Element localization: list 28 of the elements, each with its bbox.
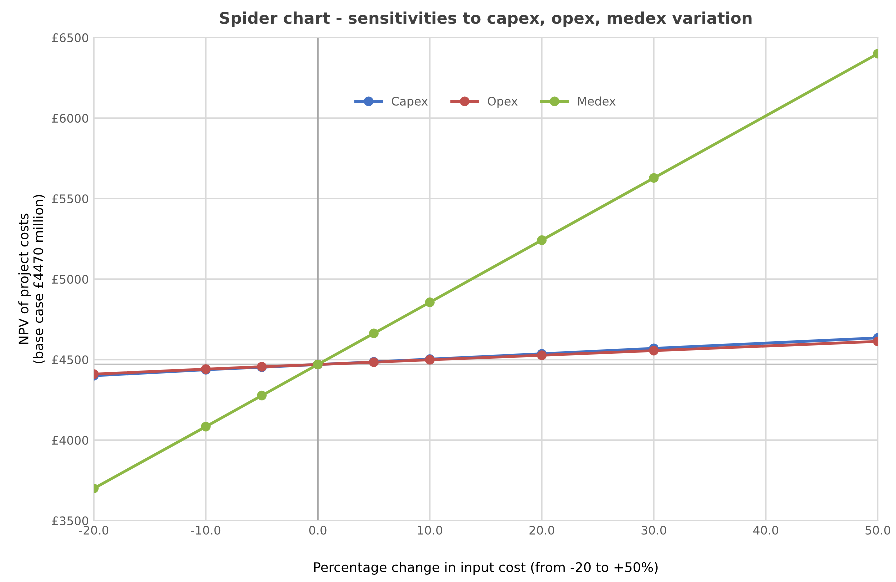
legend-label: Capex <box>392 96 428 108</box>
x-tick-label: -10.0 <box>191 526 221 535</box>
x-tick-label: 30.0 <box>642 526 666 535</box>
point <box>425 298 435 308</box>
point <box>201 422 211 432</box>
x-tick-label: -20.0 <box>79 526 109 535</box>
point <box>649 173 659 184</box>
x-tick-label: 20.0 <box>530 526 554 535</box>
x-tick-label: 10.0 <box>418 526 442 535</box>
y-tick-label: £5000 <box>52 275 88 284</box>
legend-label: Medex <box>578 96 616 106</box>
legend-label: Opex <box>488 96 518 108</box>
x-tick-label: 40.0 <box>754 526 778 535</box>
point <box>537 236 547 246</box>
point <box>649 346 659 356</box>
x-axis-title: Percentage change in input cost (from -20 to +50%) <box>314 562 658 575</box>
point <box>369 328 379 338</box>
y-tick-label: £3500 <box>52 516 88 526</box>
x-tick-label: 50.0 <box>866 526 890 535</box>
y-tick-label: £4500 <box>52 356 88 365</box>
y-axis-title: NPV of project costs (base case £4470 million) <box>18 195 46 364</box>
y-tick-label: £6000 <box>52 114 88 123</box>
x-tick-label: 0.0 <box>309 526 327 535</box>
y-tick-label: £6500 <box>52 34 88 42</box>
point <box>257 390 267 401</box>
y-tick-label: £5500 <box>52 194 88 204</box>
chart-title: Spider chart - sensitivities to capex, opex, medex variation <box>220 12 752 28</box>
y-tick-label: £4000 <box>52 436 88 446</box>
